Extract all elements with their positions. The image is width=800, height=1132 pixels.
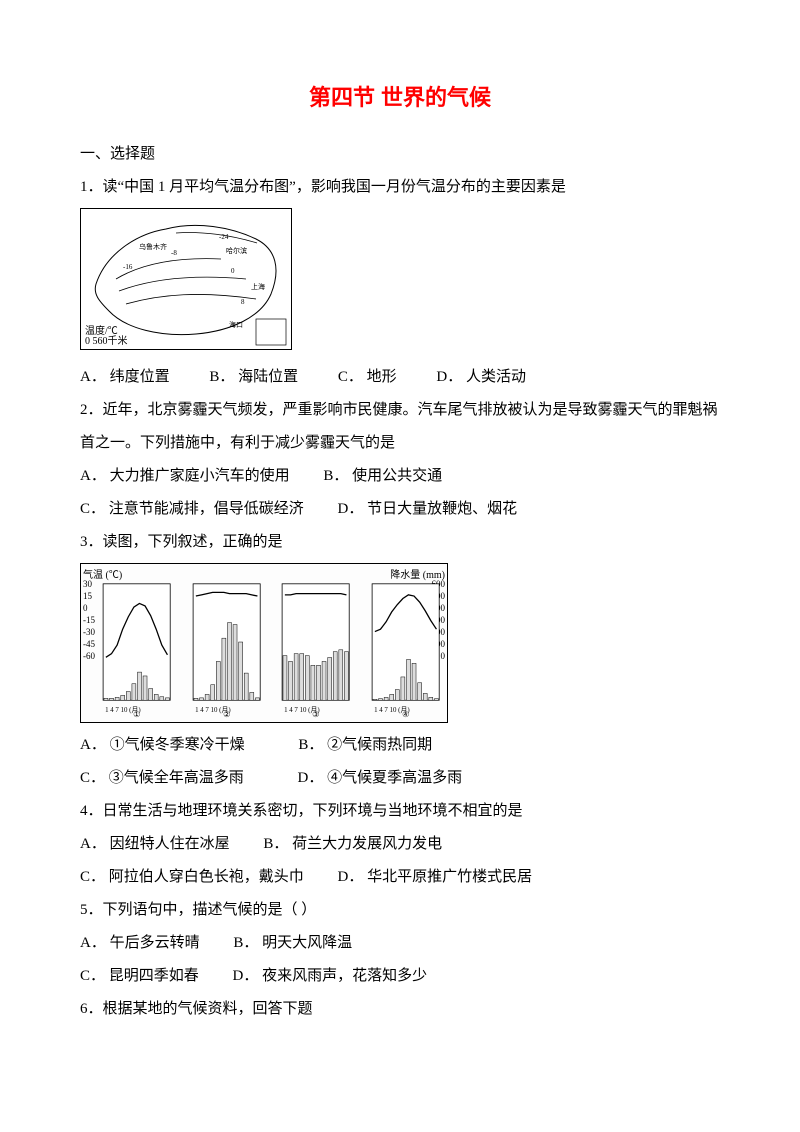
q3-optA: A． ①气候冬季寒冷干燥 bbox=[80, 737, 245, 753]
q2-options-row1: A． 大力推广家庭小汽车的使用 B． 使用公共交通 bbox=[80, 460, 720, 493]
q2-options-row2: C． 注意节能减排，倡导低碳经济 D． 节日大量放鞭炮、烟花 bbox=[80, 493, 720, 526]
svg-text:-8: -8 bbox=[171, 249, 177, 257]
svg-text:-24: -24 bbox=[219, 233, 229, 241]
page: 第四节 世界的气候 一、选择题 1．读“中国 1 月平均气温分布图”，影响我国一… bbox=[0, 0, 800, 1132]
chart-panel-3: 1 4 7 10 (月)③ bbox=[264, 570, 354, 718]
svg-text:④: ④ bbox=[402, 710, 409, 718]
q3-stem: 3．读图，下列叙述，正确的是 bbox=[80, 526, 720, 559]
q3-options-row2: C． ③气候全年高温多雨 D． ④气候夏季高温多雨 bbox=[80, 762, 720, 795]
q1-map-figure: -16 -8 0 8 -24 乌鲁木齐 哈尔滨 上海 海口 温度/℃ 0 560… bbox=[80, 208, 292, 350]
svg-text:③: ③ bbox=[312, 710, 319, 718]
q5-options-row1: A． 午后多云转晴 B． 明天大风降温 bbox=[80, 927, 720, 960]
q2-optC: C． 注意节能减排，倡导低碳经济 bbox=[80, 501, 304, 517]
q4-optB: B． 荷兰大力发展风力发电 bbox=[263, 836, 442, 852]
chart-panel-4: 1 4 7 10 (月)④ bbox=[354, 570, 444, 718]
section-heading: 一、选择题 bbox=[80, 138, 720, 171]
q4-optC: C． 阿拉伯人穿白色长袍，戴头巾 bbox=[80, 869, 304, 885]
q2-optA: A． 大力推广家庭小汽车的使用 bbox=[80, 468, 290, 484]
q2-optD: D． 节日大量放鞭炮、烟花 bbox=[338, 501, 518, 517]
svg-text:海口: 海口 bbox=[229, 320, 243, 329]
q1-options: A． 纬度位置 B． 海陆位置 C． 地形 D． 人类活动 bbox=[80, 361, 720, 394]
q6-stem: 6．根据某地的气候资料，回答下题 bbox=[80, 993, 720, 1026]
svg-text:0: 0 bbox=[231, 267, 235, 275]
svg-text:上海: 上海 bbox=[251, 282, 265, 291]
q5-options-row2: C． 昆明四季如春 D． 夜来风雨声，花落知多少 bbox=[80, 960, 720, 993]
chart-panel-2: 1 4 7 10 (月)② bbox=[175, 570, 265, 718]
q4-options-row2: C． 阿拉伯人穿白色长袍，戴头巾 D． 华北平原推广竹楼式民居 bbox=[80, 861, 720, 894]
q3-optC: C． ③气候全年高温多雨 bbox=[80, 770, 244, 786]
q5-optC: C． 昆明四季如春 bbox=[80, 968, 199, 984]
q1-stem: 1．读“中国 1 月平均气温分布图”，影响我国一月份气温分布的主要因素是 bbox=[80, 171, 720, 204]
q4-optD: D． 华北平原推广竹楼式民居 bbox=[338, 869, 533, 885]
q1-optD: D． 人类活动 bbox=[436, 369, 526, 385]
q2-stem-line2: 首之一。下列措施中，有利于减少雾霾天气的是 bbox=[80, 427, 720, 460]
svg-text:乌鲁木齐: 乌鲁木齐 bbox=[139, 242, 167, 251]
q3-charts-figure: 气温 (℃) 降水量 (mm) 30 15 0 -15 -30 -45 -60 … bbox=[80, 563, 448, 723]
q2-stem-line1: 2．近年，北京雾霾天气频发，严重影响市民健康。汽车尾气排放被认为是导致雾霾天气的… bbox=[80, 394, 720, 427]
q4-stem: 4．日常生活与地理环境关系密切，下列环境与当地环境不相宜的是 bbox=[80, 795, 720, 828]
svg-text:②: ② bbox=[223, 710, 230, 718]
map-scale-label: 0 560千米 bbox=[85, 332, 128, 347]
q3-options-row1: A． ①气候冬季寒冷干燥 B． ②气候雨热同期 bbox=[80, 729, 720, 762]
q1-optC: C． 地形 bbox=[338, 369, 397, 385]
svg-text:哈尔滨: 哈尔滨 bbox=[226, 246, 247, 255]
svg-text:-16: -16 bbox=[123, 263, 133, 271]
q4-optA: A． 因纽特人住在冰屋 bbox=[80, 836, 230, 852]
q5-optB: B． 明天大风降温 bbox=[233, 935, 352, 951]
svg-text:①: ① bbox=[133, 710, 140, 718]
q2-optB: B． 使用公共交通 bbox=[323, 468, 442, 484]
q5-optD: D． 夜来风雨声，花落知多少 bbox=[233, 968, 428, 984]
q3-optB: B． ②气候雨热同期 bbox=[298, 737, 432, 753]
q5-stem: 5．下列语句中，描述气候的是（ ） bbox=[80, 894, 720, 927]
q3-optD: D． ④气候夏季高温多雨 bbox=[298, 770, 463, 786]
svg-text:8: 8 bbox=[241, 298, 245, 306]
q1-optA: A． 纬度位置 bbox=[80, 369, 170, 385]
page-title: 第四节 世界的气候 bbox=[80, 80, 720, 112]
q5-optA: A． 午后多云转晴 bbox=[80, 935, 200, 951]
q1-optB: B． 海陆位置 bbox=[209, 369, 298, 385]
q4-options-row1: A． 因纽特人住在冰屋 B． 荷兰大力发展风力发电 bbox=[80, 828, 720, 861]
chart-panel-1: 1 4 7 10 (月)① bbox=[85, 570, 175, 718]
